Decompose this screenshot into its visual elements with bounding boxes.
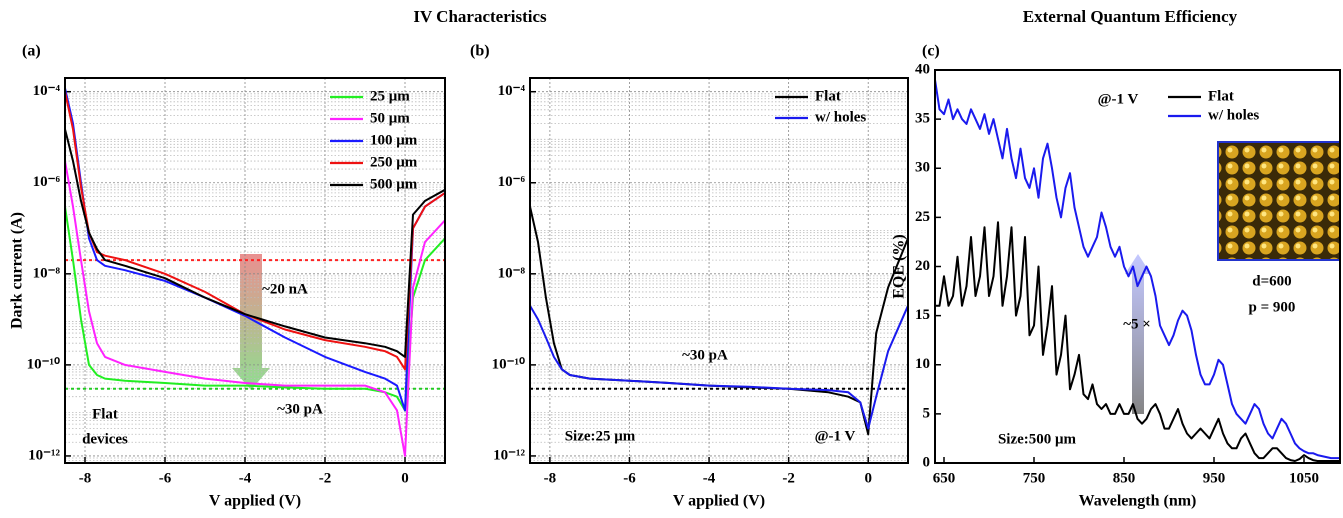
y-tick-label: 10⁻⁶ [498, 174, 526, 190]
y-tick-label: 40 [915, 61, 930, 77]
data-line [65, 128, 445, 358]
figure-title: IV Characteristics [413, 7, 547, 26]
plot-frame [934, 69, 1341, 464]
y-tick-label: 10⁻¹⁰ [27, 356, 60, 372]
annotation: ~20 nA [262, 281, 308, 297]
annotation: Flat [92, 406, 118, 422]
x-tick-label: 950 [1203, 470, 1226, 486]
annotation: ~30 pA [682, 347, 728, 363]
x-tick-label: -2 [782, 470, 795, 486]
panel-label: (b) [470, 43, 490, 60]
y-axis-label: Dark current (A) [9, 212, 26, 329]
x-tick-label: 0 [401, 470, 409, 486]
x-axis-label: Wavelength (nm) [1079, 493, 1197, 510]
x-tick-label: -4 [703, 470, 716, 486]
x-tick-label: -2 [319, 470, 332, 486]
data-line [935, 221, 1340, 462]
y-tick-label: 10⁻⁴ [498, 83, 526, 99]
y-tick-label: 25 [915, 209, 930, 225]
panel-label: (a) [22, 43, 41, 60]
arrow [1125, 254, 1151, 414]
y-tick-label: 5 [923, 405, 931, 421]
y-tick-label: 10⁻¹⁰ [492, 356, 525, 372]
legend-label: 100 μm [370, 132, 418, 148]
data-line [65, 160, 445, 457]
x-tick-label: 650 [933, 470, 956, 486]
x-tick-label: 850 [1113, 470, 1136, 486]
legend-label: 50 μm [370, 110, 410, 126]
annotation: ~5 × [1123, 316, 1151, 332]
x-tick-label: 0 [864, 470, 872, 486]
y-axis-label: EQE (%) [891, 234, 908, 298]
annotation: Size:500 μm [998, 431, 1077, 447]
data-line [530, 305, 908, 430]
legend-label: Flat [1208, 88, 1234, 104]
y-tick-label: 10 [915, 356, 930, 372]
x-tick-label: 750 [1023, 470, 1046, 486]
y-tick-label: 10⁻⁸ [498, 265, 526, 281]
legend-label: 250 μm [370, 154, 418, 170]
y-tick-label: 10⁻¹² [28, 447, 60, 463]
annotation: ~30 pA [277, 401, 323, 417]
x-tick-label: 1050 [1289, 470, 1319, 486]
y-tick-label: 20 [915, 258, 930, 274]
legend-label: 500 μm [370, 176, 418, 192]
y-tick-label: 10⁻⁴ [33, 83, 61, 99]
x-tick-label: -8 [79, 470, 92, 486]
y-tick-label: 0 [923, 454, 931, 470]
x-axis-label: V applied (V) [673, 493, 765, 510]
annotation: devices [82, 431, 128, 447]
panel-label: (c) [922, 43, 940, 60]
legend-label: w/ holes [815, 109, 866, 125]
data-line [935, 79, 1340, 460]
data-line [530, 206, 908, 436]
legend-label: 25 μm [370, 88, 410, 104]
y-tick-label: 30 [915, 160, 930, 176]
legend-label: w/ holes [1208, 107, 1259, 123]
plot-frame [529, 77, 909, 464]
annotation: d=600 [1252, 273, 1291, 289]
x-tick-label: -6 [623, 470, 636, 486]
y-tick-label: 10⁻⁸ [33, 265, 61, 281]
y-tick-label: 10⁻⁶ [33, 174, 61, 190]
x-tick-label: -4 [239, 470, 252, 486]
data-line [65, 87, 445, 412]
x-tick-label: -6 [159, 470, 172, 486]
y-tick-label: 15 [915, 307, 930, 323]
arrow [232, 254, 270, 390]
annotation: @-1 V [1098, 91, 1139, 107]
inset-image [1217, 141, 1341, 261]
x-tick-label: -8 [544, 470, 557, 486]
y-tick-label: 10⁻¹² [493, 447, 525, 463]
figure-title: External Quantum Efficiency [1023, 7, 1238, 26]
annotation: @-1 V [815, 428, 856, 444]
plot-frame [64, 77, 446, 464]
y-tick-label: 35 [915, 111, 930, 127]
annotation: p = 900 [1249, 299, 1296, 315]
x-axis-label: V applied (V) [209, 493, 301, 510]
annotation: Size:25 μm [565, 428, 636, 444]
legend-label: Flat [815, 88, 841, 104]
